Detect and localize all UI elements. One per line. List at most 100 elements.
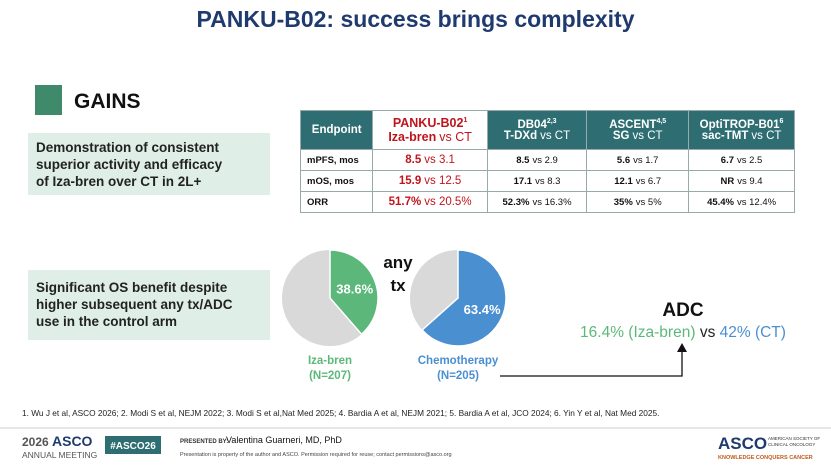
pie-slice [329, 249, 379, 336]
header-sup: 1 [463, 116, 468, 124]
any-tx: any [383, 253, 413, 272]
pie-label: Chemotherapy [418, 355, 499, 367]
header-drug: SG [612, 130, 630, 143]
header-name: DB04 [517, 118, 547, 131]
text-line: Demonstration of consistent [36, 140, 220, 155]
logo: ASCO [718, 434, 767, 453]
cell-rest: vs 3.1 [424, 154, 455, 166]
gains-square [35, 85, 62, 115]
cell-bold: 15.9 [398, 175, 422, 187]
text-line: higher subsequent any tx/ADC [36, 297, 233, 312]
cell-bold: 8.5 [516, 154, 530, 166]
header-drug: Iza-bren [388, 130, 437, 144]
header-line: DB042,3 [488, 118, 587, 131]
header-vs: vs CT [439, 130, 472, 144]
header-vs: vs CT [540, 130, 571, 143]
header-name: OptiTROP-B01 [699, 118, 780, 131]
cell-rest: vs 5% [635, 196, 662, 208]
notice: Presentation is property of the author a… [180, 452, 452, 458]
pie-value-label: 38.6% [336, 282, 373, 297]
presented-by: PRESENTED BY: [180, 439, 228, 445]
header-sup: 6 [779, 117, 784, 125]
header-name: PANKU-B02 [392, 116, 464, 130]
cell-bold: 8.5 [405, 154, 422, 166]
cell-bold: 51.7% [388, 196, 422, 208]
adc-heading: ADC [662, 300, 703, 321]
gains-point: Demonstration of consistent superior act… [28, 133, 270, 195]
logo-sub: CLINICAL ONCOLOGY [768, 442, 815, 447]
cell-bold: 45.4% [707, 196, 734, 208]
arrowhead [677, 343, 687, 352]
header-line: sac-TMT vs CT [689, 130, 794, 142]
cell-bold: 17.1 [513, 175, 533, 187]
cell-rest: vs 2.9 [532, 154, 558, 166]
header-line: PANKU-B021 [373, 116, 486, 130]
presenter: Valentina Guarneri, MD, PhD [226, 435, 342, 445]
adc-values: 16.4% (Iza-bren) vs 42% (CT) [580, 324, 786, 341]
title: PANKU-B02: success brings complexity [196, 6, 635, 32]
footer-meeting: ANNUAL MEETING [22, 450, 97, 460]
header-drug: T-DXd [503, 130, 538, 143]
header-drug: sac-TMT [701, 130, 749, 143]
text-line: Significant OS benefit despite [36, 280, 228, 295]
header-cell: PANKU-B021 Iza-bren vs CT [372, 110, 488, 150]
header-line: Iza-bren vs CT [373, 130, 486, 144]
footnote: 1. Wu J et al, ASCO 2026; 2. Modi S et a… [22, 408, 659, 418]
header-cell: DB042,3 T-DXd vs CT [486, 110, 588, 150]
header-vs: vs CT [751, 130, 782, 143]
header-sup: 4,5 [656, 117, 667, 125]
cell-rest: vs 9.4 [737, 175, 763, 187]
cell-rest: vs 12.5 [424, 175, 462, 187]
table-cell: 45.4% vs 12.4% [688, 191, 795, 213]
header-name: ASCENT [609, 118, 657, 131]
cell-rest: vs 8.3 [535, 175, 561, 187]
adc-a: 16.4% (Iza-bren) [580, 324, 695, 341]
header-cell: ASCENT4,5 SG vs CT [586, 110, 690, 150]
tagline: KNOWLEDGE CONQUERS CANCER [718, 455, 813, 461]
cell-rest: vs 12.4% [737, 196, 777, 208]
cell-rest: vs 2.5 [737, 154, 763, 166]
any-tx: tx [390, 276, 406, 295]
text-line: of Iza-bren over CT in 2L+ [36, 174, 202, 189]
row-label: ORR [299, 191, 374, 213]
header-cell: Endpoint [299, 110, 374, 150]
gains-heading: GAINS [74, 90, 141, 113]
gains-point: Significant OS benefit despite higher su… [28, 270, 270, 340]
cell-bold: 12.1 [614, 175, 633, 187]
header-line: SG vs CT [587, 130, 688, 142]
adc-b: 42% (CT) [720, 324, 786, 341]
pie-n: (N=207) [309, 370, 351, 382]
hashtag: #ASCO26 [110, 441, 156, 452]
footer-year: 2026 [22, 435, 49, 449]
comparison-table: Endpoint PANKU-B021 Iza-bren vs CT DB042,3 T-… [299, 110, 795, 213]
table-row: ORR 51.7% vs 20.5% 52.3% vs 16.3% 35% vs 5% 45.… [299, 191, 795, 213]
header-line: OptiTROP-B016 [689, 118, 794, 131]
cell-rest: vs 16.3% [532, 196, 572, 208]
adc-vs: vs [700, 324, 716, 341]
pie-slice [421, 249, 507, 347]
pie-value-label: 63.4% [464, 302, 501, 317]
cell-bold: 35% [613, 196, 633, 208]
cell-rest: vs 6.7 [635, 175, 662, 187]
table-cell: 35% vs 5% [586, 191, 690, 213]
cell-rest: vs 20.5% [424, 196, 472, 208]
logo-sub: AMERICAN SOCIETY OF [768, 436, 820, 441]
cell-bold: NR [720, 175, 735, 187]
header-line: ASCENT4,5 [587, 118, 688, 131]
pie-n: (N=205) [437, 370, 479, 382]
header-sup: 2,3 [546, 117, 557, 125]
cell-bold: 5.6 [616, 154, 631, 166]
cell-bold: 6.7 [720, 154, 734, 166]
hashtag-box [105, 436, 161, 454]
header-line: T-DXd vs CT [488, 130, 587, 142]
text-line: superior activity and efficacy [36, 157, 223, 172]
cell-rest: vs 1.7 [633, 154, 659, 166]
pie-label: Iza-bren [308, 355, 352, 367]
table-row: mOS, mos 15.9 vs 12.5 17.1 vs 8.3 12.1 vs 6.7 N… [299, 170, 795, 192]
arrow [500, 352, 683, 377]
cell-bold: 52.3% [502, 196, 530, 208]
footer-asco: ASCO [52, 433, 93, 449]
table-cell: 51.7% vs 20.5% [372, 191, 488, 213]
